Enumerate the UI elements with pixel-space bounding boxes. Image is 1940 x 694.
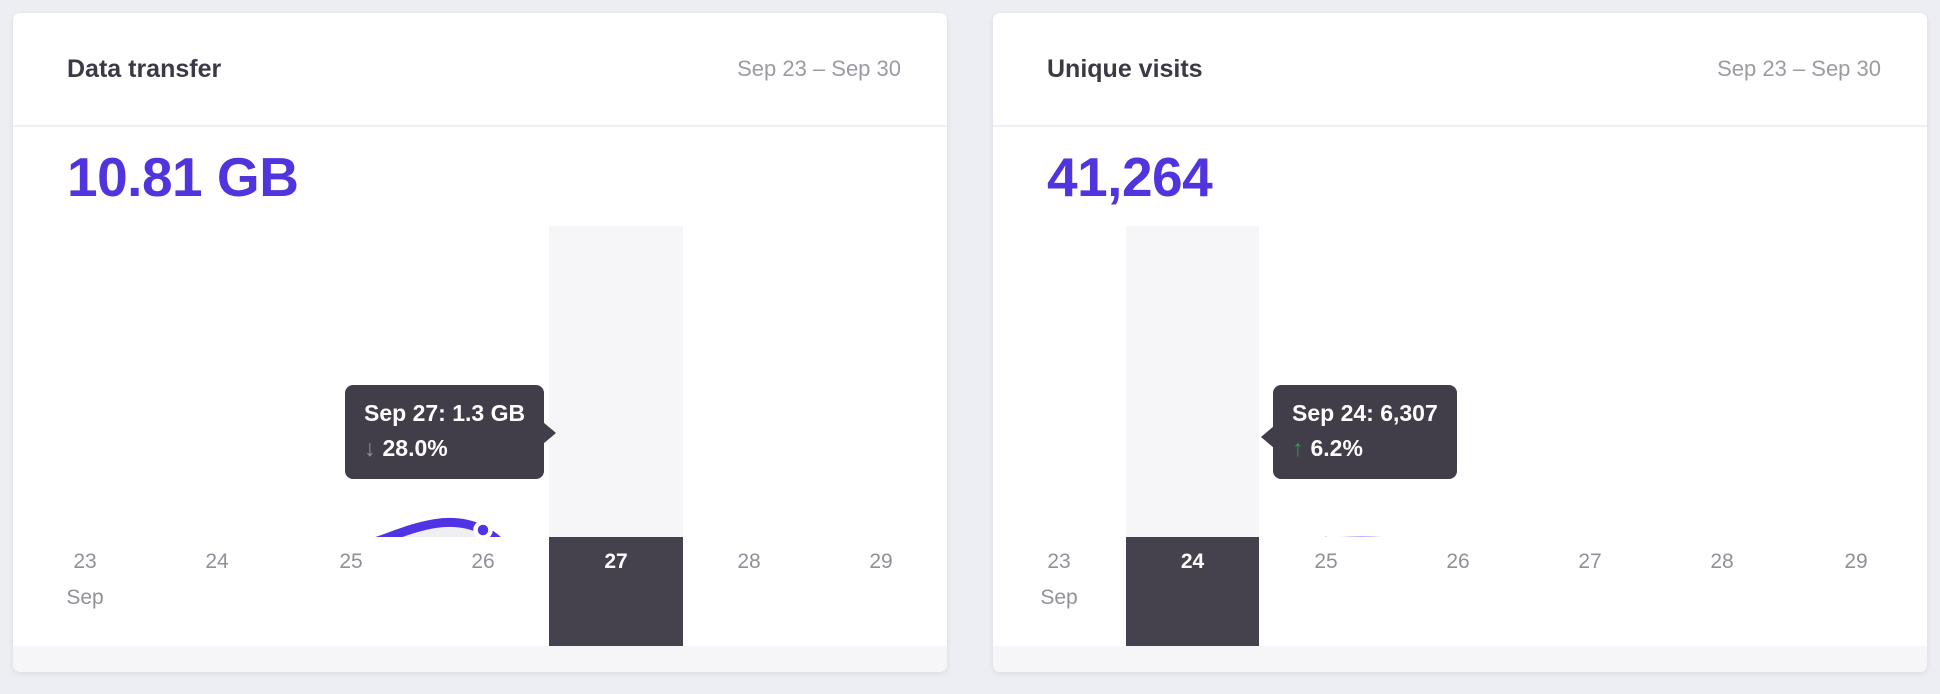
x-axis-label: 23 (1047, 550, 1071, 573)
x-axis-label: 26 (471, 550, 495, 573)
chart-area[interactable] (993, 226, 1927, 537)
x-axis-label: 28 (1710, 550, 1734, 573)
metric-total: 41,264 (1047, 146, 1213, 208)
metric-total: 10.81 GB (67, 146, 299, 208)
x-axis-label: 29 (1844, 550, 1868, 573)
x-axis-label: 27 (604, 550, 628, 573)
x-axis-label: 24 (205, 550, 229, 573)
x-axis: 23 Sep 24 25 26 27 28 29 (13, 537, 947, 646)
x-axis-day[interactable]: 26 (1418, 537, 1498, 572)
chart-tooltip: Sep 24: 6,307 ↑ 6.2% (1261, 385, 1457, 479)
x-axis-day[interactable]: 26 (443, 537, 523, 572)
card-title: Unique visits (1047, 54, 1203, 83)
x-axis-label: 28 (737, 550, 761, 573)
x-axis-day[interactable]: 25 (311, 537, 391, 572)
data-point[interactable] (473, 520, 493, 538)
highlight-column (1126, 226, 1259, 537)
x-axis-selected-day[interactable]: 24 (1126, 537, 1259, 646)
card-data-transfer: Data transfer Sep 23 – Sep 30 10.81 GB 2… (13, 13, 947, 672)
x-axis: 23 Sep 24 25 26 27 28 29 (993, 537, 1927, 646)
x-axis-label: 27 (1578, 550, 1602, 573)
card-header: Data transfer Sep 23 – Sep 30 (13, 13, 947, 127)
card-footer-strip (13, 646, 947, 672)
card-footer-strip (993, 646, 1927, 672)
x-axis-label: 25 (1314, 550, 1338, 573)
x-axis-day[interactable]: 24 (177, 537, 257, 572)
tooltip-change: ↓ 28.0% (364, 435, 525, 462)
card-header: Unique visits Sep 23 – Sep 30 (993, 13, 1927, 127)
data-point[interactable] (1317, 532, 1335, 538)
chart-tooltip: Sep 27: 1.3 GB ↓ 28.0% (345, 385, 557, 479)
x-axis-label: 24 (1180, 550, 1205, 573)
tooltip-caret (543, 422, 557, 444)
trend-down-icon: ↓ (364, 435, 376, 461)
card-unique-visits: Unique visits Sep 23 – Sep 30 41,264 23 S… (993, 13, 1927, 672)
x-axis-day[interactable]: 28 (1682, 537, 1762, 572)
x-axis-month-label: Sep (66, 586, 104, 609)
x-axis-day[interactable]: 29 (1816, 537, 1896, 572)
x-axis-day[interactable]: 23 Sep (45, 537, 125, 608)
x-axis-selected-day[interactable]: 27 (549, 537, 683, 646)
tooltip-caret (1261, 426, 1274, 448)
tooltip-percent: 28.0% (382, 435, 448, 461)
date-range: Sep 23 – Sep 30 (1717, 56, 1881, 81)
trend-up-icon: ↑ (1292, 435, 1304, 461)
card-title: Data transfer (67, 54, 222, 83)
x-axis-day[interactable]: 29 (841, 537, 921, 572)
x-axis-label: 23 (73, 550, 97, 573)
x-axis-day[interactable]: 25 (1286, 537, 1366, 572)
x-axis-label: 25 (339, 550, 363, 573)
highlight-column (549, 226, 683, 537)
date-range: Sep 23 – Sep 30 (737, 56, 901, 81)
tooltip-value: Sep 24: 6,307 (1292, 400, 1438, 426)
chart-area[interactable] (13, 226, 947, 537)
x-axis-label: 29 (869, 550, 893, 573)
tooltip-change: ↑ 6.2% (1292, 435, 1438, 462)
x-axis-month-label: Sep (1040, 586, 1078, 609)
x-axis-day[interactable]: 28 (709, 537, 789, 572)
x-axis-label: 26 (1446, 550, 1470, 573)
x-axis-day[interactable]: 23 Sep (1019, 537, 1099, 608)
tooltip-value: Sep 27: 1.3 GB (364, 400, 526, 426)
x-axis-day[interactable]: 27 (1550, 537, 1630, 572)
tooltip-percent: 6.2% (1310, 435, 1363, 461)
